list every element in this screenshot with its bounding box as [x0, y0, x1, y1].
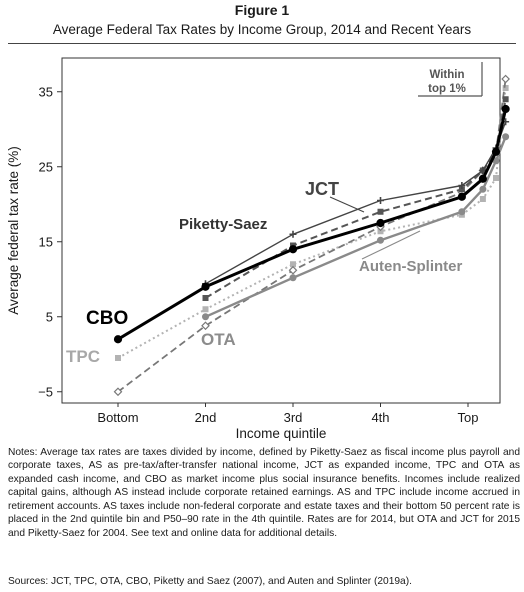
point-tpc [502, 85, 509, 91]
y-tick-label: −5 [38, 384, 53, 399]
y-tick-label: 25 [39, 159, 53, 174]
point-jct [377, 208, 384, 215]
point-cbo [478, 174, 487, 183]
point-cbo [376, 218, 385, 228]
point-auten-splinter [502, 133, 510, 141]
x-tick-label: Bottom [97, 410, 138, 425]
point-ota [501, 74, 510, 84]
point-cbo [491, 147, 501, 156]
series-label-piketty-saez: Piketty-Saez [179, 216, 267, 233]
point-tpc [479, 196, 486, 202]
point-piketty-saez [289, 230, 297, 238]
point-auten-splinter [479, 185, 487, 193]
figure-label: Figure 1 [234, 2, 290, 18]
point-tpc [493, 175, 499, 181]
point-auten-splinter [289, 274, 297, 282]
x-axis-label: Income quintile [236, 426, 327, 441]
y-axis-label: Average federal tax rate (%) [6, 146, 21, 315]
figure-title: Average Federal Tax Rates by Income Grou… [52, 22, 472, 37]
point-ota [288, 265, 298, 275]
point-auten-splinter [202, 313, 209, 321]
y-tick-label: 35 [39, 84, 53, 99]
point-tpc [115, 355, 121, 361]
point-cbo [501, 104, 510, 114]
series-label-cbo: CBO [86, 308, 128, 329]
point-jct [502, 96, 509, 103]
point-jct [202, 295, 209, 301]
figure-sources: Sources: JCT, TPC, OTA, CBO, Piketty and… [8, 576, 412, 587]
top1-annotation: Within top 1% [428, 69, 466, 95]
plot-frame [61, 57, 501, 404]
point-piketty-saez [479, 167, 487, 174]
point-cbo [288, 245, 298, 254]
point-ota [113, 387, 123, 397]
x-tick-label: 3rd [284, 410, 303, 425]
y-tick-label: 5 [46, 309, 53, 324]
y-tick-label: 15 [39, 234, 53, 249]
point-auten-splinter [377, 236, 384, 244]
series-label-auten-splinter: Auten-Splinter [359, 258, 462, 275]
point-piketty-saez [458, 182, 466, 189]
point-cbo [457, 192, 466, 201]
jct-leader [329, 196, 365, 213]
auten-splinter-leader [361, 230, 421, 260]
series-label-jct: JCT [305, 179, 339, 199]
series-line-ota [117, 78, 507, 393]
series-label-ota: OTA [201, 330, 236, 349]
series-line-tpc [117, 87, 507, 359]
point-cbo [113, 335, 123, 344]
figure-notes: Notes: Average tax rates are taxes divid… [8, 447, 520, 539]
point-tpc [202, 306, 209, 313]
point-ota [201, 321, 210, 331]
x-tick-label: Top [458, 410, 479, 425]
title-rule [8, 43, 516, 44]
point-cbo [201, 282, 210, 291]
point-jct [458, 186, 465, 193]
point-auten-splinter [458, 208, 466, 216]
series-label-tpc: TPC [66, 347, 100, 366]
series-line-cbo [117, 108, 508, 341]
point-piketty-saez [377, 197, 384, 204]
x-tick-label: 4th [371, 410, 389, 425]
x-tick-label: 2nd [195, 410, 217, 425]
point-tpc [377, 228, 384, 235]
point-tpc [290, 261, 296, 268]
